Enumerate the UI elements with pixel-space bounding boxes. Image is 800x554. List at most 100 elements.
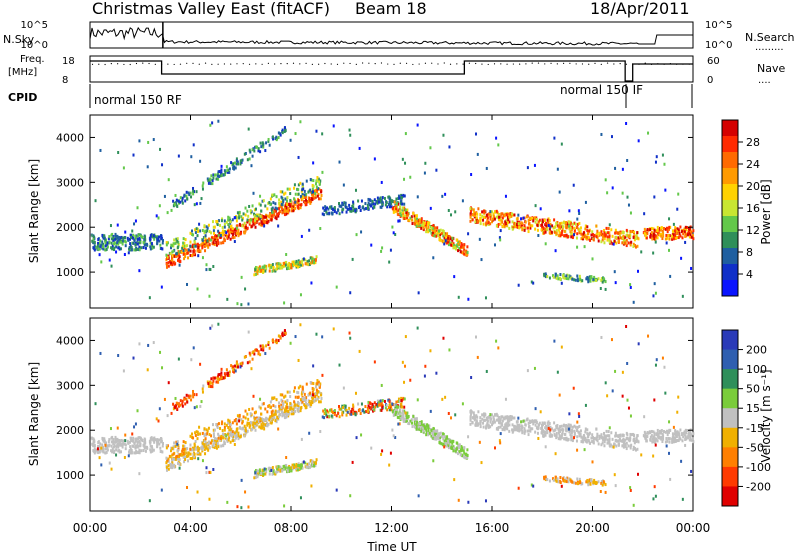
power-cell [209, 238, 212, 242]
velocity-cell [426, 423, 429, 427]
power-cell [181, 201, 184, 205]
power-cell [108, 235, 111, 239]
nsearch-label: N.Search [745, 31, 795, 44]
velocity-cell [220, 422, 223, 426]
power-cell [526, 226, 529, 230]
velocity-cell [555, 426, 558, 430]
power-cell [220, 241, 223, 245]
power-cell [185, 248, 188, 252]
velocity-cell [586, 432, 589, 436]
power-cell [586, 225, 589, 229]
power-cell [201, 238, 204, 242]
power-cell [637, 269, 640, 273]
power-cell [371, 199, 374, 203]
velocity-cell [284, 400, 287, 404]
velocity-cell [439, 436, 442, 440]
power-cell [101, 233, 104, 237]
power-cell [432, 233, 435, 237]
velocity-cell [301, 461, 304, 465]
power-cell [206, 229, 209, 233]
power-cell [183, 194, 186, 198]
power-cell [204, 249, 207, 253]
velocity-cell [321, 415, 324, 419]
power-cell [680, 256, 683, 260]
power-cell [294, 200, 297, 204]
power-cell [272, 266, 275, 270]
velocity-cell [447, 441, 450, 445]
y-tick-label: 3000 [56, 176, 84, 189]
velocity-cell [341, 411, 344, 415]
power-cell [251, 154, 254, 158]
velocity-cell [234, 434, 237, 438]
power-cell [663, 162, 666, 166]
velocity-cell [139, 437, 142, 441]
velocity-cell [345, 408, 348, 412]
power-cell [533, 163, 536, 167]
power-cell [545, 221, 548, 225]
velocity-cell [378, 400, 381, 404]
velocity-cell [381, 399, 384, 403]
velocity-cell [617, 439, 620, 443]
nave-point [198, 63, 200, 65]
power-cell [401, 208, 404, 212]
velocity-cell [188, 396, 191, 400]
velocity-cell [574, 425, 577, 429]
velocity-cell [102, 445, 105, 449]
nave-point [468, 62, 470, 64]
power-cell [659, 226, 662, 230]
power-cell [233, 216, 236, 220]
velocity-cell [441, 435, 444, 439]
velocity-cell [250, 421, 253, 425]
velocity-cell [524, 423, 527, 427]
power-cell [288, 263, 291, 267]
power-cell [305, 262, 308, 266]
power-cell [201, 187, 204, 191]
velocity-cell [212, 432, 215, 436]
velocity-cell [349, 412, 352, 416]
velocity-cell [619, 439, 622, 443]
power-cell [300, 263, 303, 267]
power-cell [432, 228, 435, 232]
velocity-cell [319, 400, 322, 404]
velocity-cell [392, 413, 395, 417]
velocity-cell [492, 415, 495, 419]
power-cell [184, 244, 187, 248]
velocity-cell [92, 449, 95, 453]
power-cell [343, 201, 346, 205]
velocity-cell [215, 446, 218, 450]
velocity-cell [138, 444, 141, 448]
power-cell [173, 260, 176, 264]
power-cell [262, 219, 265, 223]
power-cell [269, 197, 272, 201]
velocity-cell [312, 395, 315, 399]
velocity-cell [555, 434, 558, 438]
power-cell [333, 206, 336, 210]
velocity-cell [220, 444, 223, 448]
velocity-cell [244, 416, 247, 420]
power-cell [227, 235, 230, 239]
power-cell [686, 226, 689, 230]
velocity-cell [628, 437, 631, 441]
power-cell [417, 218, 420, 222]
power-cell [520, 217, 523, 221]
velocity-cell [259, 353, 262, 357]
velocity-cell [229, 423, 232, 427]
power-cell [646, 228, 649, 232]
power-cell [439, 228, 442, 232]
velocity-cell [98, 445, 101, 449]
velocity-cell [479, 419, 482, 423]
velocity-cell [254, 421, 257, 425]
power-cell [575, 236, 578, 240]
velocity-cell [265, 470, 268, 474]
velocity-cell [633, 447, 636, 451]
power-cell [212, 264, 215, 268]
power-cell [388, 203, 391, 207]
velocity-cell [241, 421, 244, 425]
nave-point [619, 63, 621, 65]
velocity-cell [554, 478, 557, 482]
power-cell [683, 227, 686, 231]
power-cell [358, 205, 361, 209]
velocity-cell [231, 437, 234, 441]
power-cell [271, 206, 274, 210]
power-cell [621, 167, 624, 171]
